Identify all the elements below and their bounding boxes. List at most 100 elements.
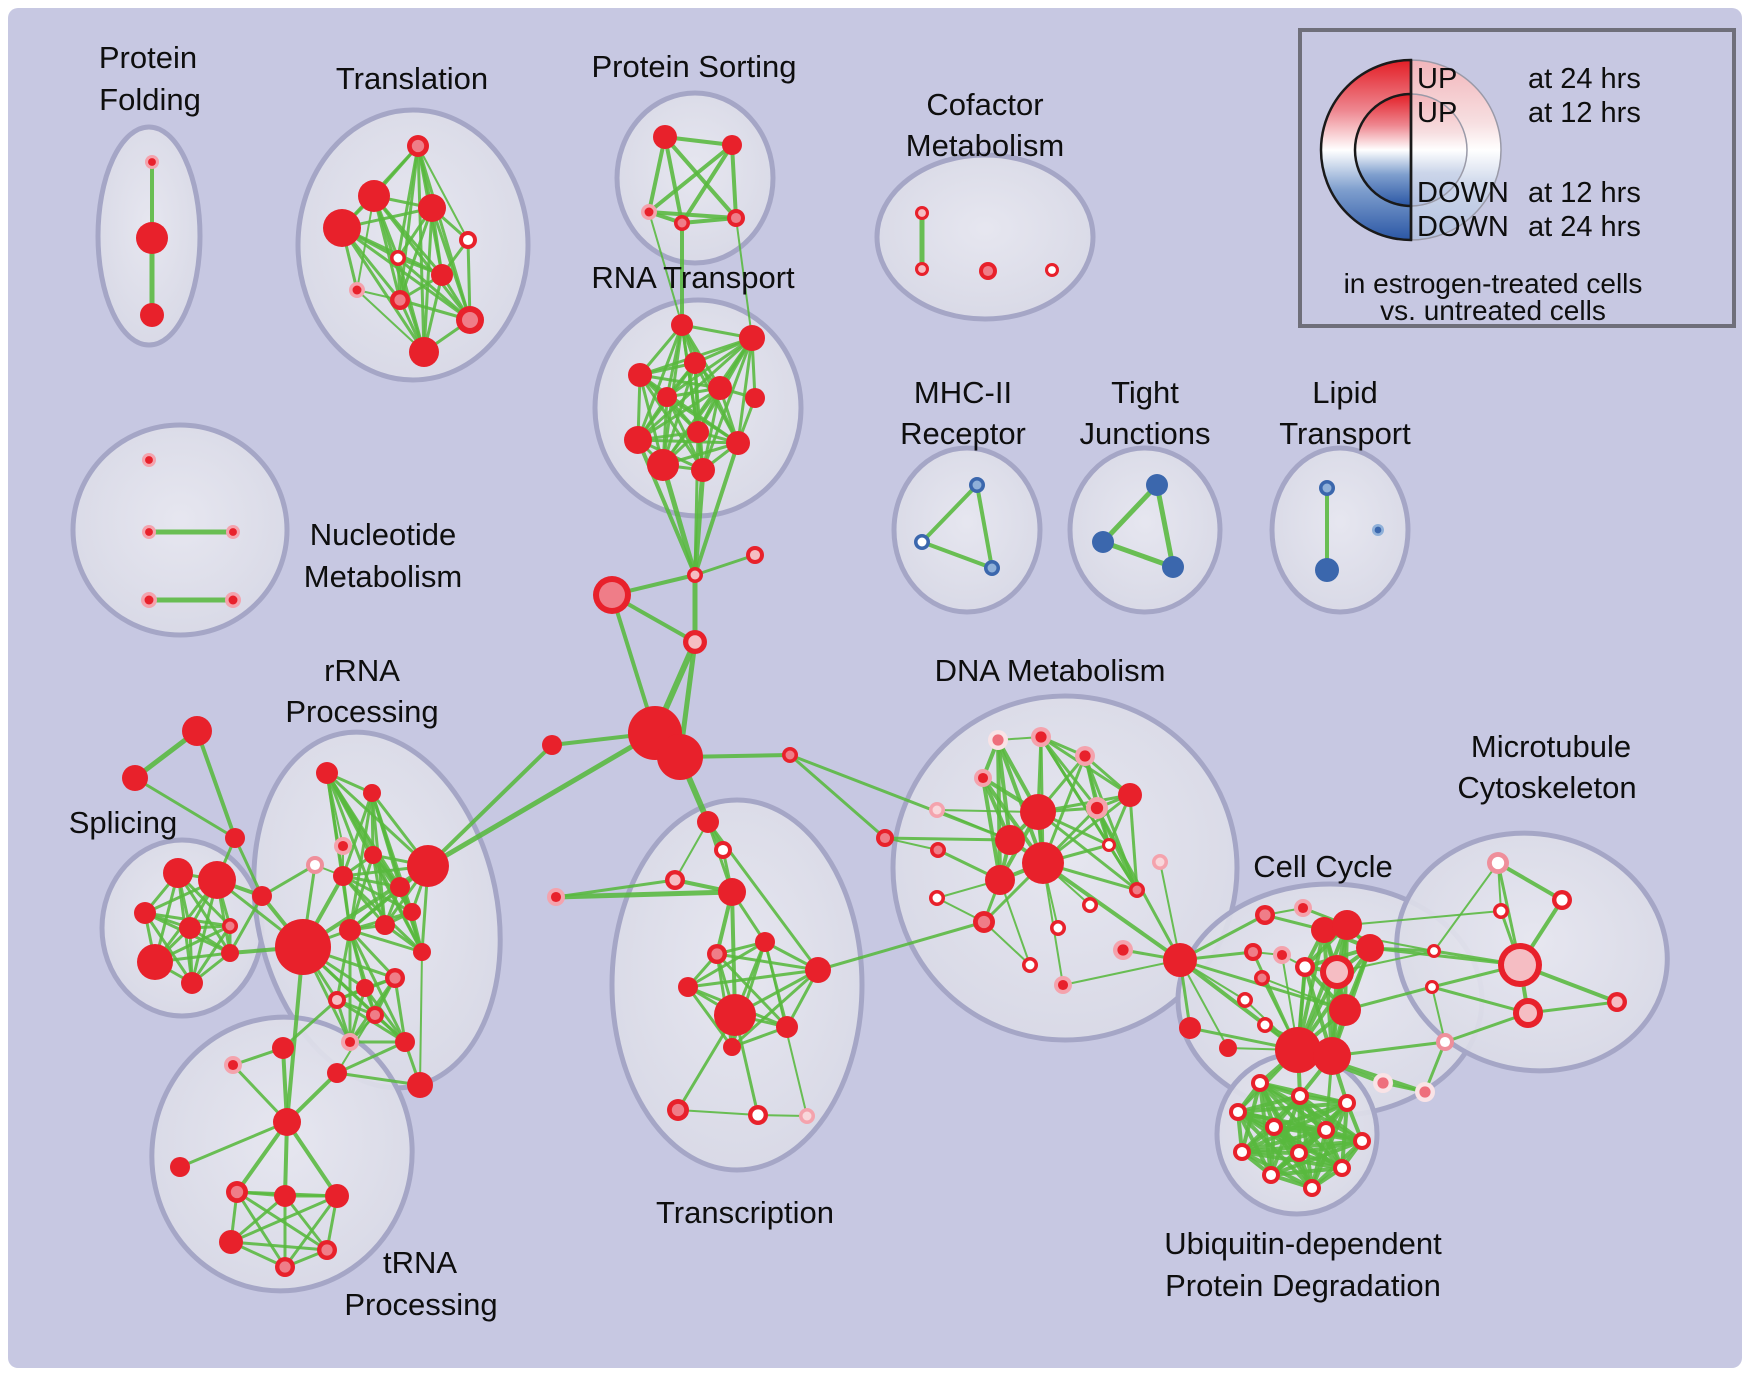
node-rr11 (375, 915, 395, 935)
edge (233, 836, 264, 898)
node-cc6 (1273, 946, 1291, 964)
edge (674, 821, 709, 881)
node-tr7 (274, 1185, 296, 1207)
node-d18 (1082, 897, 1098, 913)
node-pf1 (145, 155, 159, 169)
edge (816, 920, 986, 972)
node-rr5 (333, 866, 353, 886)
edge (335, 1071, 422, 1087)
cluster-label-tight_junctions-line2: Junctions (1080, 416, 1211, 451)
node-tx8 (805, 957, 831, 983)
edge (229, 1194, 339, 1244)
cluster-ellipse-cofactor_metabolism (874, 152, 1096, 322)
cluster-label-rrna_processing-line1: rRNA (324, 653, 400, 688)
node-mt11 (1415, 1082, 1435, 1102)
node-mt2 (1552, 890, 1572, 910)
node-tx7 (755, 932, 775, 952)
legend-time-label-1: at 24 hrs (1528, 63, 1641, 95)
node-tx1 (697, 811, 719, 833)
cluster-label-ubiquitin_degradation-line2: Protein Degradation (1165, 1268, 1441, 1303)
node-rt11 (647, 449, 679, 481)
node-d13 (985, 865, 1015, 895)
edge (235, 1120, 289, 1194)
edge (693, 441, 740, 577)
node-d8 (876, 829, 894, 847)
node-n5 (225, 592, 241, 608)
node-mt1 (1487, 852, 1509, 874)
node-rr3 (334, 837, 352, 855)
edge (554, 878, 677, 899)
cluster-label-cofactor_metabolism-line2: Metabolism (906, 128, 1065, 163)
edge (1107, 843, 1139, 892)
node-d10 (1020, 794, 1056, 830)
node-sp3 (134, 902, 156, 924)
edge (419, 951, 423, 1086)
node-sp2 (198, 861, 236, 899)
edge (686, 940, 767, 989)
node-rt6 (708, 376, 732, 400)
edge (335, 928, 352, 1002)
node-pf3 (140, 303, 164, 327)
node-tx6 (707, 944, 727, 964)
edge (701, 336, 754, 472)
node-sp5 (137, 944, 173, 980)
edge (701, 386, 722, 472)
cluster-ellipse-lipid_transport (1269, 445, 1411, 615)
node-cc7 (1295, 957, 1315, 977)
node-rr10 (339, 919, 361, 941)
edge (340, 226, 426, 354)
edge (371, 853, 387, 927)
node-l2 (1315, 558, 1339, 582)
node-d15 (1152, 854, 1168, 870)
node-tr1 (224, 1056, 242, 1074)
legend-direction-label-3: DOWN (1417, 177, 1509, 209)
node-cc16 (1219, 1039, 1237, 1057)
edge (195, 729, 237, 840)
node-l1 (1319, 480, 1335, 496)
node-d3 (1075, 746, 1095, 766)
node-d21 (1113, 940, 1133, 960)
edge (636, 323, 684, 442)
node-cf2 (915, 262, 929, 276)
cluster-label-translation: Translation (336, 61, 488, 96)
node-cf3 (979, 262, 997, 280)
node-h1 (687, 567, 703, 583)
node-t4 (323, 209, 361, 247)
node-mt4 (1427, 944, 1441, 958)
node-tx13 (667, 1099, 689, 1121)
node-t5 (459, 231, 477, 249)
edge (340, 226, 472, 322)
node-tri2 (122, 765, 148, 791)
cluster-label-microtubule_cytoskeleton-line1: Microtubule (1471, 729, 1631, 764)
node-t6 (390, 250, 406, 266)
edge (348, 928, 424, 954)
cluster-label-mhc_ii_receptor-line2: Receptor (900, 416, 1026, 451)
edge (999, 879, 1031, 966)
node-n1 (142, 453, 156, 467)
cluster-label-transcription: Transcription (656, 1195, 834, 1230)
node-rr18 (341, 1033, 359, 1051)
node-mid1 (782, 747, 798, 763)
edge (283, 1194, 329, 1252)
edge (422, 206, 434, 354)
edge (1430, 985, 1530, 1015)
edge (648, 211, 683, 326)
edge (730, 968, 820, 1049)
node-l3 (1372, 524, 1384, 536)
cluster-label-ubiquitin_degradation-line1: Ubiquitin-dependent (1164, 1226, 1442, 1261)
node-u5 (1265, 1118, 1283, 1136)
edge (638, 373, 705, 472)
nodes-layer (122, 125, 1627, 1277)
node-mt8 (1607, 992, 1627, 1012)
node-rt8 (687, 421, 709, 443)
edge (1496, 861, 1564, 902)
node-cc1 (1255, 905, 1275, 925)
cluster-label-trna_processing-line2: Processing (344, 1287, 497, 1322)
node-u6 (1317, 1121, 1335, 1139)
node-t11 (409, 337, 439, 367)
edge (884, 837, 939, 851)
edge (281, 998, 339, 1050)
node-m3 (984, 560, 1000, 576)
edge (283, 1194, 339, 1269)
